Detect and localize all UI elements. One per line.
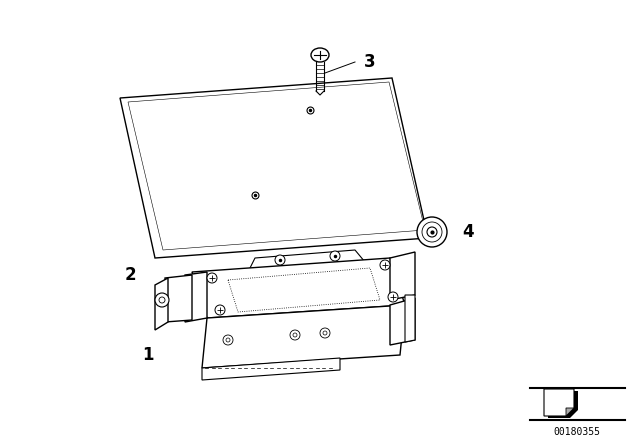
Polygon shape — [544, 389, 574, 416]
Polygon shape — [566, 408, 574, 416]
Polygon shape — [202, 358, 340, 380]
Polygon shape — [548, 391, 578, 418]
Polygon shape — [245, 250, 370, 278]
Circle shape — [293, 333, 297, 337]
Circle shape — [226, 338, 230, 342]
Circle shape — [380, 260, 390, 270]
Polygon shape — [390, 252, 415, 300]
Circle shape — [320, 328, 330, 338]
Circle shape — [417, 217, 447, 247]
Polygon shape — [155, 278, 168, 330]
Polygon shape — [390, 298, 415, 345]
Text: 00180355: 00180355 — [554, 427, 600, 437]
Circle shape — [223, 335, 233, 345]
Text: 2: 2 — [124, 266, 136, 284]
Circle shape — [159, 297, 165, 303]
Ellipse shape — [311, 48, 329, 62]
Circle shape — [275, 255, 285, 265]
Text: 1: 1 — [142, 346, 154, 364]
Polygon shape — [192, 258, 405, 318]
Circle shape — [323, 331, 327, 335]
Polygon shape — [165, 275, 192, 322]
Polygon shape — [405, 295, 415, 342]
Circle shape — [290, 330, 300, 340]
Polygon shape — [120, 78, 428, 258]
Circle shape — [215, 305, 225, 315]
Circle shape — [422, 222, 442, 242]
Circle shape — [207, 273, 217, 283]
Polygon shape — [202, 305, 405, 368]
Text: 3: 3 — [364, 53, 376, 71]
Text: 4: 4 — [462, 223, 474, 241]
Polygon shape — [185, 272, 207, 322]
Circle shape — [388, 292, 398, 302]
Circle shape — [330, 251, 340, 261]
Circle shape — [155, 293, 169, 307]
Circle shape — [427, 227, 437, 237]
